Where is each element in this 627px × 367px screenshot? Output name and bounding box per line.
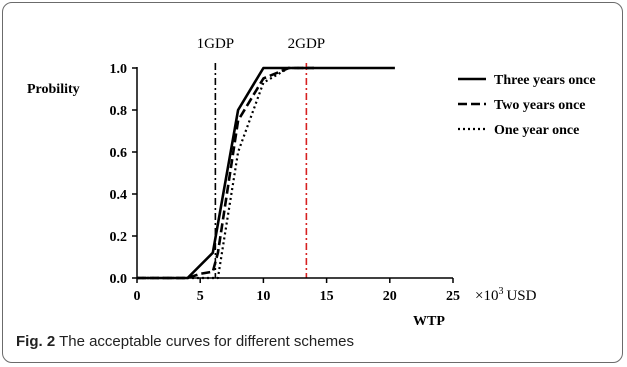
legend-label-two-years-once: Two years once bbox=[494, 98, 586, 113]
y-tick-label: 0.4 bbox=[110, 188, 128, 203]
caption-text: The acceptable curves for different sche… bbox=[59, 333, 354, 350]
y-axis-title: Probility bbox=[27, 82, 80, 97]
x-unit-exponent: 3 bbox=[498, 286, 503, 297]
y-tick-label: 1.0 bbox=[110, 62, 128, 77]
x-tick-label: 5 bbox=[197, 289, 204, 304]
x-unit-prefix: ×10 bbox=[475, 288, 498, 304]
reference-label-2gdp: 2GDP bbox=[288, 36, 326, 52]
y-tick-label: 0.2 bbox=[110, 230, 128, 245]
series-line-one-year-once bbox=[137, 66, 314, 280]
y-tick-label: 0.0 bbox=[110, 272, 128, 287]
figure-frame: 1GDP 2GDP 0 5 10 15 20 25 0.0 0.2 0.4 0.6 0.8 1.0 Th… bbox=[2, 2, 623, 363]
y-tick-label: 0.6 bbox=[110, 146, 128, 161]
series-line-two-years-once bbox=[137, 66, 314, 280]
x-tick-label: 25 bbox=[446, 289, 460, 304]
acceptability-chart: 1GDP 2GDP 0 5 10 15 20 25 0.0 0.2 0.4 0.6 0.8 1.0 Th… bbox=[27, 36, 596, 329]
reference-label-1gdp: 1GDP bbox=[197, 36, 235, 52]
figure-caption: Fig. 2 The acceptable curves for differe… bbox=[16, 333, 616, 350]
figure-label: Fig. 2 bbox=[16, 333, 56, 350]
x-tick-label: 10 bbox=[256, 289, 270, 304]
x-axis-title: WTP bbox=[413, 314, 445, 329]
y-tick-label: 0.8 bbox=[110, 104, 128, 119]
x-unit-suffix: USD bbox=[506, 288, 536, 304]
series-line-three-years-once bbox=[137, 66, 395, 280]
x-tick-label: 20 bbox=[383, 289, 397, 304]
x-axis-unit: ×103 USD bbox=[475, 286, 537, 304]
legend-label-one-year-once: One year once bbox=[494, 123, 579, 138]
x-tick-label: 0 bbox=[134, 289, 141, 304]
x-tick-label: 15 bbox=[320, 289, 334, 304]
legend-label-three-years-once: Three years once bbox=[494, 73, 596, 88]
